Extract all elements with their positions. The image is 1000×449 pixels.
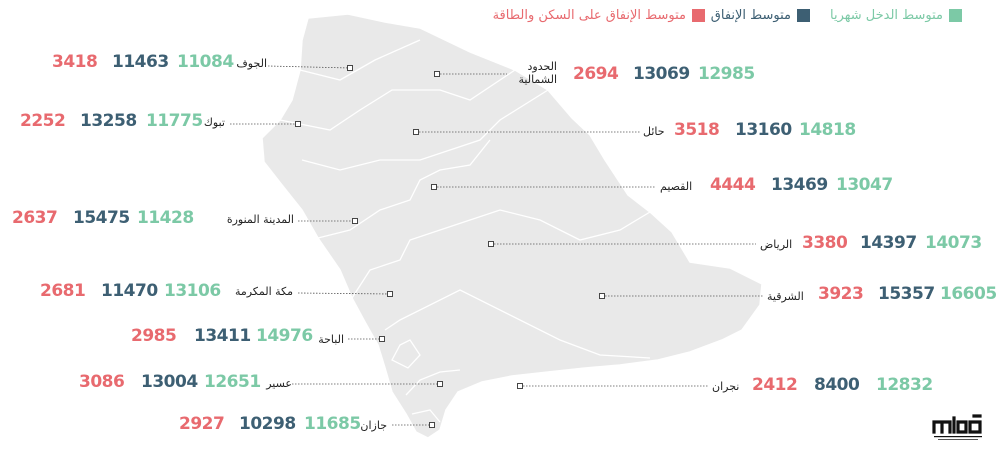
legend-expense-swatch xyxy=(797,8,810,22)
expense-value-makkah: 11470 xyxy=(101,281,158,301)
income-value-tabuk: 11775 xyxy=(146,111,203,131)
income-value-madinah: 11428 xyxy=(137,208,194,228)
legend-expense-label: متوسط الإنفاق xyxy=(710,7,791,23)
region-marker xyxy=(431,184,437,190)
region-marker xyxy=(437,381,443,387)
legend-income: متوسط الدخل شهريا xyxy=(830,6,962,24)
connector-line xyxy=(297,292,391,295)
region-marker xyxy=(517,383,523,389)
region-label-makkah: مكة المكرمة xyxy=(234,285,293,298)
housing-value-albaha: 2985 xyxy=(131,326,177,346)
region-label-asir: عسير xyxy=(266,377,292,390)
region-label-qassim: القصيم xyxy=(660,180,693,193)
housing-value-northern-borders: 2694 xyxy=(573,64,619,84)
housing-value-najran: 2412 xyxy=(752,375,798,395)
region-marker xyxy=(413,129,419,135)
region-borders xyxy=(279,39,651,423)
expense-value-aljouf: 11463 xyxy=(112,52,169,72)
income-value-eastern: 16605 xyxy=(940,284,997,304)
expense-value-asir: 13004 xyxy=(141,372,198,392)
income-value-riyadh: 14073 xyxy=(925,233,982,253)
region-marker xyxy=(379,336,385,342)
region-label-madinah: المدينة المنورة xyxy=(226,213,294,226)
region-label-najran: نجران xyxy=(712,380,740,393)
income-value-makkah: 13106 xyxy=(164,281,221,301)
expense-value-albaha: 13411 xyxy=(194,326,251,346)
housing-value-riyadh: 3380 xyxy=(802,233,848,253)
housing-value-qassim: 4444 xyxy=(710,175,756,195)
legend-housing-label: متوسط الإنفاق على السكن والطاقة xyxy=(492,7,686,23)
legend-income-swatch xyxy=(949,8,962,22)
expense-value-hail: 13160 xyxy=(735,120,792,140)
region-label-northern-borders: الحدود الشمالية xyxy=(512,60,558,86)
region-marker xyxy=(295,121,301,127)
expense-value-eastern: 15357 xyxy=(878,284,935,304)
region-marker xyxy=(434,71,440,77)
housing-value-eastern: 3923 xyxy=(818,284,864,304)
expense-value-riyadh: 14397 xyxy=(860,233,917,253)
income-value-northern-borders: 12985 xyxy=(698,64,755,84)
legend-housing: متوسط الإنفاق على السكن والطاقة xyxy=(493,6,705,24)
income-value-qassim: 13047 xyxy=(836,175,893,195)
legend-income-label: متوسط الدخل شهريا xyxy=(829,7,943,23)
income-value-najran: 12832 xyxy=(876,375,933,395)
housing-value-jazan: 2927 xyxy=(179,414,225,434)
expense-value-tabuk: 13258 xyxy=(80,111,137,131)
housing-value-makkah: 2681 xyxy=(40,281,86,301)
expense-value-najran: 8400 xyxy=(814,375,860,395)
legend-expense: متوسط الإنفاق xyxy=(711,6,810,24)
housing-value-aljouf: 3418 xyxy=(52,52,98,72)
region-label-jazan: جازان xyxy=(360,419,387,432)
region-marker xyxy=(599,293,605,299)
expense-value-jazan: 10298 xyxy=(239,414,296,434)
region-marker xyxy=(429,422,435,428)
income-value-albaha: 14976 xyxy=(256,326,313,346)
housing-value-asir: 3086 xyxy=(79,372,125,392)
region-marker xyxy=(347,65,353,71)
housing-value-tabuk: 2252 xyxy=(20,111,66,131)
region-label-tabuk: تبوك xyxy=(203,116,225,129)
makkah-newspaper-logo xyxy=(932,414,982,440)
legend-housing-swatch xyxy=(692,8,705,22)
region-marker xyxy=(387,291,393,297)
region-label-northern-borders-line1: الحدود xyxy=(527,60,558,73)
income-value-jazan: 11685 xyxy=(304,414,361,434)
income-value-hail: 14818 xyxy=(799,120,856,140)
region-label-hail: حائل xyxy=(643,125,665,138)
region-label-riyadh: الرياض xyxy=(760,238,793,251)
region-marker xyxy=(488,241,494,247)
region-label-aljouf: الجوف xyxy=(236,57,267,70)
region-marker xyxy=(352,218,358,224)
income-value-aljouf: 11084 xyxy=(177,52,234,72)
housing-value-madinah: 2637 xyxy=(12,208,58,228)
expense-value-qassim: 13469 xyxy=(771,175,828,195)
expense-value-northern-borders: 13069 xyxy=(633,64,690,84)
connector-lines xyxy=(230,65,764,428)
region-label-northern-borders-line2: الشمالية xyxy=(518,73,558,86)
income-value-asir: 12651 xyxy=(204,372,261,392)
region-label-albaha: الباحة xyxy=(318,333,344,346)
region-label-eastern: الشرقية xyxy=(767,290,804,303)
housing-value-hail: 3518 xyxy=(674,120,720,140)
expense-value-madinah: 15475 xyxy=(73,208,130,228)
